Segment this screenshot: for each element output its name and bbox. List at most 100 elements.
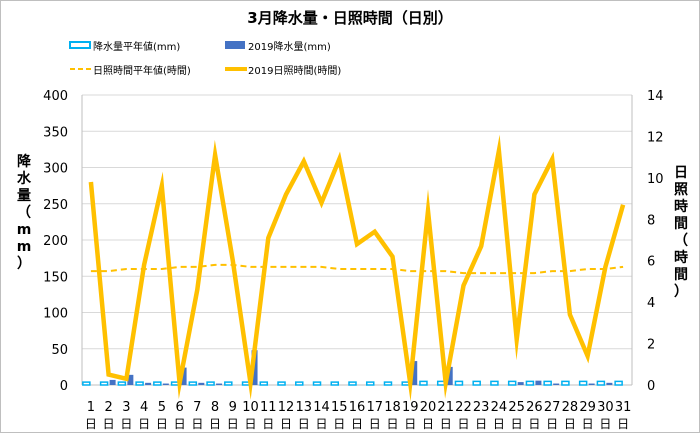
y-tick-label-left: 300 — [43, 162, 68, 177]
x-tick-label: 9 — [229, 400, 237, 415]
x-tick-label: 27 — [544, 400, 561, 415]
x-tick-label-suffix: 日 — [386, 417, 398, 431]
bar-precip-normal — [525, 380, 535, 386]
y-tick-label-right: 14 — [647, 89, 664, 104]
x-tick-label-suffix: 日 — [174, 417, 186, 431]
bar-precip-normal — [490, 380, 499, 386]
x-tick-label-suffix: 日 — [209, 417, 221, 431]
x-tick-label: 19 — [402, 400, 419, 415]
bar-precip-normal — [383, 381, 393, 386]
bar-precip-normal — [188, 381, 198, 386]
axis-title-char: ） — [674, 284, 688, 300]
bar-precip-normal — [365, 381, 375, 386]
x-tick-label: 11 — [260, 400, 277, 415]
bar-precip-normal — [99, 381, 109, 386]
x-tick-label: 30 — [597, 400, 614, 415]
bar-precip-normal — [507, 380, 517, 386]
y-tick-label-left: 200 — [43, 234, 68, 249]
x-tick-label: 18 — [384, 400, 401, 415]
x-tick-label-suffix: 日 — [404, 417, 416, 431]
y-tick-label-left: 100 — [43, 307, 68, 322]
bar-precip-normal — [614, 380, 623, 386]
y-tick-label-left: 350 — [43, 125, 68, 140]
bar-precip-2019 — [127, 374, 134, 385]
x-tick-label: 29 — [579, 400, 596, 415]
x-tick-label: 31 — [615, 400, 632, 415]
bar-precip-normal — [117, 381, 127, 386]
x-tick-label: 16 — [349, 400, 366, 415]
bar-precip-2019 — [606, 382, 613, 385]
chart-title: 3月降水量・日照時間（日別） — [247, 9, 452, 27]
x-tick-label-suffix: 日 — [103, 417, 115, 431]
bar-precip-normal — [348, 381, 357, 386]
x-tick-label-suffix: 日 — [475, 417, 487, 431]
x-tick-label-suffix: 日 — [617, 417, 629, 431]
x-tick-label-suffix: 日 — [298, 417, 310, 431]
x-tick-label-suffix: 日 — [511, 417, 523, 431]
x-tick-label-suffix: 日 — [280, 417, 292, 431]
y-tick-label-right: 10 — [647, 172, 664, 187]
x-tick-label: 26 — [526, 400, 543, 415]
legend: 降水量平年値(mm) 2019降水量(mm) 日照時間平年値(時間) 2019日照時間… — [69, 40, 341, 77]
x-tick-label-suffix: 日 — [369, 417, 381, 431]
x-tick-label: 15 — [331, 400, 348, 415]
bar-precip-normal — [153, 381, 162, 386]
bar-precip-2019 — [162, 383, 169, 385]
bar-precip-normal — [543, 380, 552, 386]
x-tick-label: 5 — [158, 400, 166, 415]
x-tick-label: 20 — [420, 400, 437, 415]
x-tick-label-suffix: 日 — [333, 417, 345, 431]
bar-precip-2019 — [180, 367, 187, 385]
axis-title-char: 量 — [17, 188, 31, 204]
bar-precip-normal — [224, 381, 233, 386]
x-tick-label: 10 — [242, 400, 259, 415]
bar-precip-2019 — [517, 382, 524, 385]
bar-precip-normal — [472, 380, 481, 386]
y-tick-label-left: 150 — [43, 270, 68, 285]
x-tick-label: 17 — [366, 400, 383, 415]
y-axis-title-right: 日照時間（時間） — [674, 165, 688, 300]
legend-label: 2019降水量(mm) — [248, 40, 331, 53]
x-tick-label-suffix: 日 — [582, 417, 594, 431]
x-tick-label: 21 — [437, 400, 454, 415]
x-tick-label-suffix: 日 — [546, 417, 558, 431]
bar-precip-2019 — [446, 366, 453, 385]
x-tick-label-suffix: 日 — [564, 417, 576, 431]
bar-precip-2019 — [553, 383, 560, 385]
bar-precip-2019 — [216, 383, 223, 385]
legend-marker — [69, 41, 91, 49]
x-tick-label: 1 — [87, 400, 95, 415]
x-tick-label-suffix: 日 — [599, 417, 611, 431]
axis-title-char: 水 — [17, 170, 32, 187]
legend-label: 2019日照時間(時間) — [248, 65, 341, 77]
y-tick-label-left: 250 — [43, 198, 68, 213]
y-tick-label-left: 50 — [51, 343, 68, 358]
x-tick-label: 2 — [104, 400, 112, 415]
x-tick-label: 6 — [175, 400, 183, 415]
x-tick-label: 28 — [562, 400, 579, 415]
x-tick-label: 3 — [122, 400, 130, 415]
y-tick-label-right: 2 — [647, 338, 655, 353]
bar-precip-normal — [277, 381, 286, 386]
x-tick-label: 4 — [140, 400, 148, 415]
bar-precip-normal — [578, 380, 588, 386]
axis-title-char: 照 — [674, 182, 688, 198]
axis-title-char: 降 — [17, 153, 32, 170]
axis-title-char: 時 — [674, 198, 688, 215]
plot-area: 050100150200250300350400024681012141日2日3… — [43, 89, 663, 431]
x-tick-label-suffix: 日 — [245, 417, 257, 431]
x-tick-label: 13 — [296, 400, 313, 415]
x-tick-label: 12 — [278, 400, 295, 415]
y-tick-label-right: 8 — [647, 213, 655, 228]
bar-precip-normal — [135, 381, 144, 386]
bar-precip-normal — [259, 381, 269, 386]
x-tick-label-suffix: 日 — [227, 417, 239, 431]
bar-precip-normal — [330, 381, 340, 386]
x-tick-label-suffix: 日 — [351, 417, 363, 431]
x-tick-label-suffix: 日 — [262, 417, 274, 431]
x-tick-label-suffix: 日 — [528, 417, 540, 431]
x-tick-label-suffix: 日 — [457, 417, 469, 431]
bar-precip-normal — [419, 380, 428, 386]
y-tick-label-left: 400 — [43, 89, 68, 104]
line-sunshine-2019 — [88, 134, 626, 402]
